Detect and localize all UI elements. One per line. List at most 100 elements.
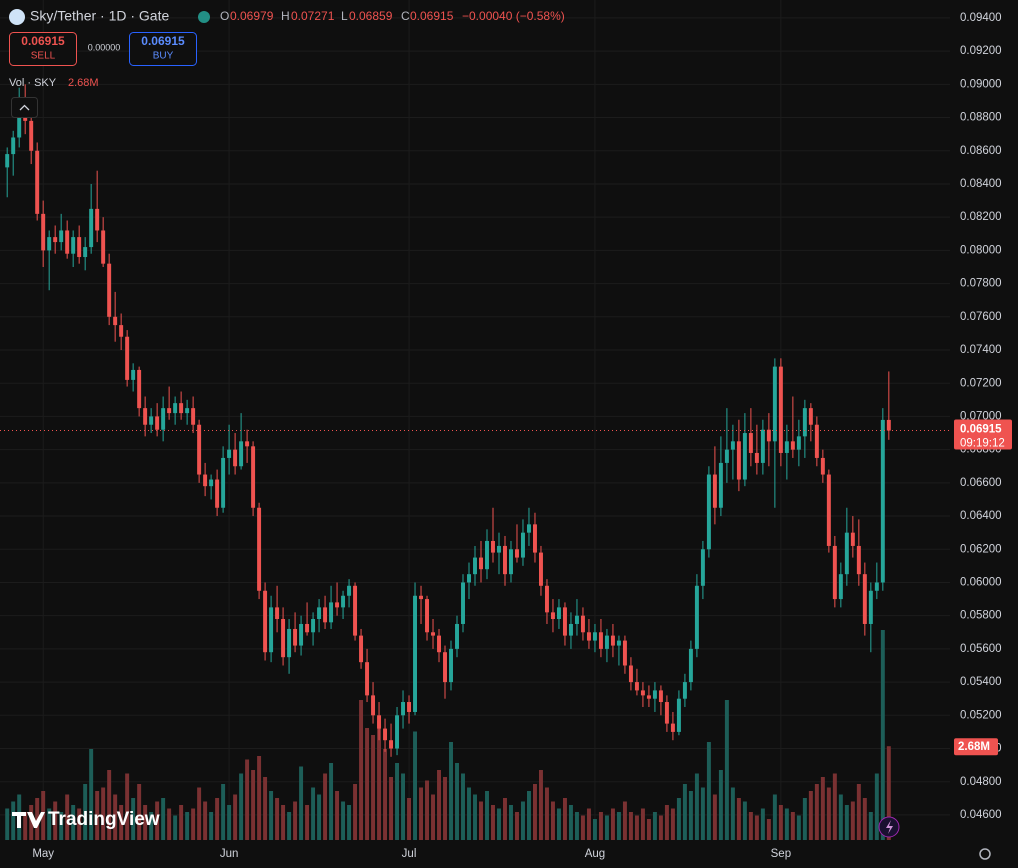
volume-bar [431,794,435,840]
volume-bar [23,812,28,840]
candle-body [329,602,334,623]
settings-icon[interactable] [979,848,991,860]
market-status[interactable] [198,11,210,23]
y-tick-label: 0.08800 [960,112,1002,124]
volume-bar [586,808,591,840]
candle-body [215,479,220,508]
candle-body [622,640,627,666]
ohlc-label: L [341,9,348,23]
candle-body [467,574,471,583]
candle-body [658,690,663,703]
candle-body [664,702,669,724]
volume-bar [425,780,429,840]
volume-bar [5,808,10,840]
candle-body [503,545,507,575]
volume-bar [544,787,549,840]
volume-bar [305,805,310,840]
candle-body [598,632,603,649]
candle-body [11,137,16,155]
volume-bar [850,801,855,840]
collapse-button[interactable] [11,97,38,118]
volume-bar [760,808,765,840]
volume-bar [407,798,412,840]
buy-button[interactable] [129,32,197,66]
volume-bar [503,798,507,840]
volume-bar [47,808,52,840]
volume-bar [395,763,400,840]
candle-body [574,615,579,624]
volume-pane [5,630,891,840]
volume-bar [437,770,441,840]
volume-bar [658,815,663,840]
candle-body [341,595,346,608]
x-tick-label: Aug [585,848,605,860]
candle-body [497,545,501,553]
volume-bar [532,784,537,840]
candle-body [760,429,765,463]
candle-body [802,408,807,437]
volume-bar [646,819,651,840]
volume-bar [335,791,340,840]
volume-bar [197,787,202,840]
volume-bar [191,808,196,840]
candles [5,84,891,757]
candle-body [712,474,717,508]
candle-body [185,408,190,414]
candle-body [479,557,483,570]
candle-body [586,632,591,641]
volume-bar [676,798,681,840]
candle-body [742,433,747,480]
candle-body [227,449,232,458]
volume-bar [83,784,88,840]
candle-body [299,623,304,646]
candle-body [287,628,292,658]
volume-bar [742,801,747,840]
volume-bar [413,731,418,840]
volume-bar [161,798,166,840]
sell-button[interactable] [9,32,77,66]
candle-body [359,635,364,663]
volume-bar [149,812,154,840]
candle-body [59,230,64,243]
candle-body [47,237,52,251]
candle-body [221,457,226,508]
volume-bar [868,812,873,840]
y-tick-label: 0.06600 [960,477,1002,489]
candle-body [425,599,429,633]
volume-bar [215,798,220,840]
volume-bar [419,787,424,840]
volume-bar [526,791,531,840]
x-tick-label: Jul [402,848,417,860]
chart-title: Sky/Tether · 1D · Gate [30,8,169,24]
volume-bar [772,794,777,840]
volume-bar [521,801,525,840]
volume-bar [353,784,358,840]
candle-body [233,449,238,467]
change: −0.00040 (−0.58%) [462,9,565,23]
candle-body [401,702,406,716]
candle-body [826,474,831,546]
y-tick-label: 0.04800 [960,776,1002,788]
volume-bar [377,721,382,840]
candle-body [640,690,645,696]
candle-body [730,441,735,450]
volume-bar [293,801,298,840]
candle-body [275,607,280,619]
candle-body [203,474,208,487]
candle-body [850,532,855,546]
candle-body [880,419,885,583]
y-tick-label: 0.07800 [960,278,1002,290]
volume-bar [479,801,483,840]
volume-bar [257,756,262,840]
spread: 0.00000 [88,42,121,52]
candle-body [532,524,537,553]
ohlc-label: C [401,9,410,23]
candle-body [562,607,567,636]
candle-body [694,585,699,649]
volume-bar [281,805,286,840]
volume-bar [203,801,208,840]
volume-bar [556,808,561,840]
candle-body [5,154,10,168]
candle-body [790,441,795,450]
